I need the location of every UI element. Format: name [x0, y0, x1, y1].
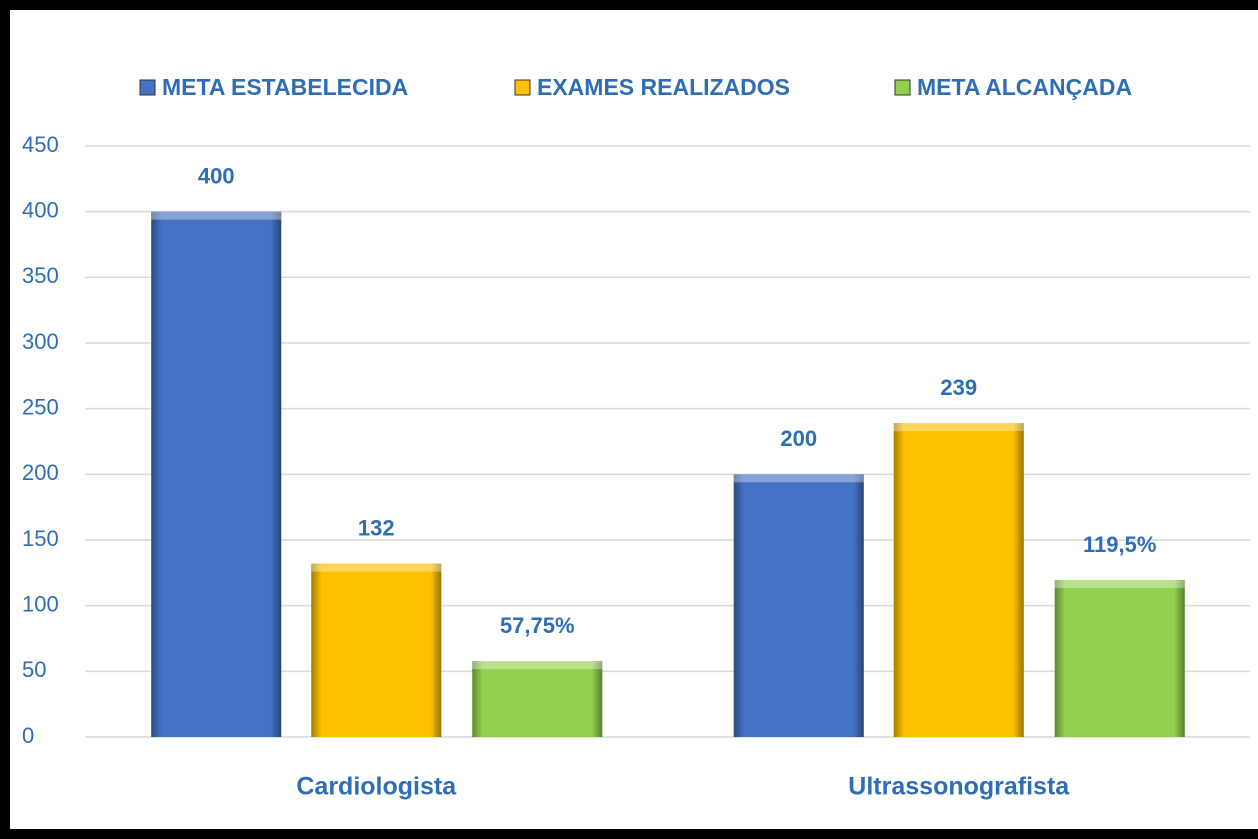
- legend-swatch: [514, 79, 531, 96]
- bar-shade: [472, 661, 603, 737]
- bar-shade: [733, 474, 864, 737]
- y-tick-label: 50: [22, 657, 46, 682]
- y-tick-label: 100: [22, 591, 59, 616]
- y-tick-label: 450: [22, 132, 59, 157]
- x-tick-label: Cardiologista: [296, 773, 457, 801]
- legend-swatch: [894, 79, 911, 96]
- data-label: 400: [198, 163, 235, 188]
- y-tick-label: 400: [22, 197, 59, 222]
- bar-bevel: [311, 563, 442, 572]
- bar-shade: [1054, 580, 1185, 737]
- bar-bevel: [1054, 580, 1185, 589]
- y-tick-label: 200: [22, 460, 59, 485]
- bar-bevel: [893, 423, 1024, 432]
- data-label: 119,5%: [1083, 532, 1156, 557]
- data-label: 57,75%: [500, 613, 575, 638]
- legend-label: META ALCANÇADA: [917, 74, 1132, 100]
- y-tick-label: 0: [22, 723, 34, 748]
- y-tick-label: 350: [22, 263, 59, 288]
- bar-shade: [893, 423, 1024, 737]
- legend-label: EXAMES REALIZADOS: [537, 74, 790, 100]
- data-label: 239: [940, 375, 977, 400]
- x-tick-label: Ultrassonografista: [848, 773, 1070, 801]
- data-label: 132: [358, 515, 395, 540]
- legend-label: META ESTABELECIDA: [162, 74, 408, 100]
- y-tick-label: 300: [22, 329, 59, 354]
- bar-bevel: [733, 474, 864, 483]
- data-label: 200: [780, 426, 817, 451]
- bar-shade: [151, 211, 282, 737]
- legend-swatch: [139, 79, 156, 96]
- y-tick-label: 150: [22, 526, 59, 551]
- bar-bevel: [151, 211, 282, 220]
- bar-shade: [311, 563, 442, 737]
- bar-bevel: [472, 661, 603, 670]
- y-tick-label: 250: [22, 394, 59, 419]
